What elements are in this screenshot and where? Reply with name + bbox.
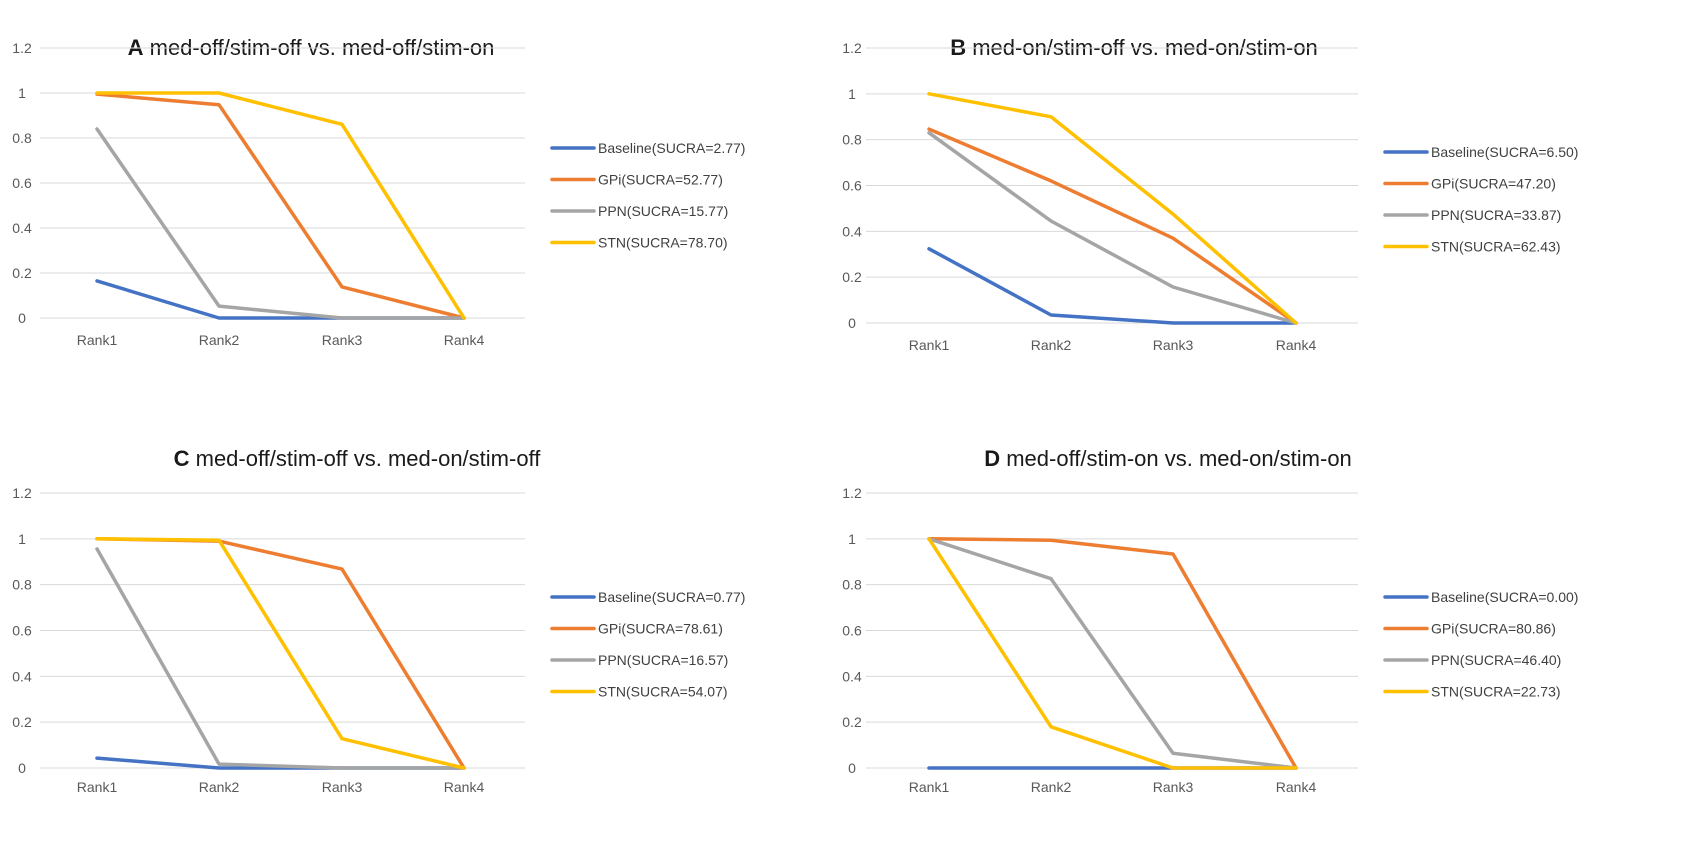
y-tick-label: 1.2 (12, 40, 32, 56)
legend-label: STN(SUCRA=62.43) (1431, 239, 1561, 255)
y-tick-label: 0.6 (842, 623, 862, 639)
y-tick-label: 1 (848, 86, 856, 102)
x-tick-label: Rank4 (1276, 779, 1317, 795)
panel-title: C med-off/stim-off vs. med-on/stim-off (174, 446, 542, 471)
y-tick-label: 0.6 (12, 623, 32, 639)
legend-label: GPi(SUCRA=78.61) (598, 621, 723, 637)
panel-letter: D (984, 446, 1000, 471)
y-tick-label: 1.2 (12, 485, 32, 501)
panel-title-text: med-off/stim-on vs. med-on/stim-on (1000, 446, 1352, 471)
x-tick-label: Rank1 (909, 337, 950, 353)
panel-letter: C (174, 446, 190, 471)
x-tick-label: Rank2 (1031, 337, 1072, 353)
y-tick-label: 0.8 (12, 130, 32, 146)
panel-title-text: med-off/stim-off vs. med-on/stim-off (190, 446, 542, 471)
legend-label: Baseline(SUCRA=2.77) (598, 140, 745, 156)
legend-label: Baseline(SUCRA=0.77) (598, 589, 745, 605)
panel-c: C med-off/stim-off vs. med-on/stim-off 0 0… (12, 446, 745, 795)
series-line-ppn (927, 131, 1298, 325)
y-tick-label: 0.6 (12, 175, 32, 191)
y-tick-label: 1.2 (842, 40, 862, 56)
x-tick-label: Rank1 (77, 779, 118, 795)
y-tick-label: 0.4 (842, 668, 862, 684)
legend-label: STN(SUCRA=54.07) (598, 684, 728, 700)
legend-label: Baseline(SUCRA=0.00) (1431, 589, 1578, 605)
x-tick-label: Rank1 (909, 779, 950, 795)
series-line-ppn (95, 127, 466, 320)
y-tick-label: 0.2 (842, 714, 862, 730)
x-tick-label: Rank4 (444, 779, 485, 795)
y-tick-label: 1 (848, 531, 856, 547)
y-tick-label: 0.8 (12, 577, 32, 593)
legend-label: GPi(SUCRA=80.86) (1431, 621, 1556, 637)
x-tick-label: Rank2 (199, 779, 240, 795)
y-tick-label: 0.8 (842, 577, 862, 593)
series-line-gpi (95, 92, 466, 320)
y-tick-label: 0 (18, 760, 26, 776)
legend-label: PPN(SUCRA=46.40) (1431, 652, 1561, 668)
x-tick-label: Rank2 (199, 332, 240, 348)
panel-a: A med-off/stim-off vs. med-off/stim-on00… (12, 35, 745, 348)
legend-label: GPi(SUCRA=47.20) (1431, 176, 1556, 192)
legend-label: Baseline(SUCRA=6.50) (1431, 144, 1578, 160)
y-tick-label: 1 (18, 531, 26, 547)
x-tick-label: Rank3 (322, 332, 363, 348)
legend-label: PPN(SUCRA=15.77) (598, 203, 728, 219)
x-tick-label: Rank3 (1153, 337, 1194, 353)
x-tick-label: Rank4 (1276, 337, 1317, 353)
series-line-stn (95, 91, 466, 320)
series-line-stn (927, 537, 1298, 770)
x-tick-label: Rank2 (1031, 779, 1072, 795)
y-tick-label: 0.8 (842, 132, 862, 148)
y-tick-label: 0 (848, 760, 856, 776)
legend-label: PPN(SUCRA=33.87) (1431, 207, 1561, 223)
y-tick-label: 0.4 (12, 668, 32, 684)
x-tick-label: Rank4 (444, 332, 485, 348)
x-tick-label: Rank3 (322, 779, 363, 795)
series-line-ppn (95, 547, 466, 770)
x-tick-label: Rank1 (77, 332, 118, 348)
series-line-stn (927, 92, 1298, 325)
legend-label: PPN(SUCRA=16.57) (598, 652, 728, 668)
series-line-stn (95, 537, 466, 770)
legend-label: GPi(SUCRA=52.77) (598, 172, 723, 188)
series-line-baseline (927, 247, 1298, 325)
legend-label: STN(SUCRA=22.73) (1431, 684, 1561, 700)
y-tick-label: 1 (18, 85, 26, 101)
y-tick-label: 0 (848, 315, 856, 331)
panel-title: D med-off/stim-on vs. med-on/stim-on (984, 446, 1352, 471)
y-tick-label: 1.2 (842, 485, 862, 501)
series-line-gpi (95, 537, 466, 770)
panel-b: B med-on/stim-off vs. med-on/stim-on00.2… (842, 35, 1578, 353)
y-tick-label: 0.2 (12, 265, 32, 281)
series-line-ppn (927, 537, 1298, 770)
x-tick-label: Rank3 (1153, 779, 1194, 795)
y-tick-label: 0.2 (842, 269, 862, 285)
y-tick-label: 0.4 (842, 223, 862, 239)
series-line-gpi (927, 537, 1298, 770)
y-tick-label: 0.6 (842, 178, 862, 194)
y-tick-label: 0.2 (12, 714, 32, 730)
y-tick-label: 0.4 (12, 220, 32, 236)
y-tick-label: 0 (18, 310, 26, 326)
series-line-gpi (927, 127, 1298, 325)
panel-d: D med-off/stim-on vs. med-on/stim-on 0 0.2… (842, 446, 1578, 795)
legend-label: STN(SUCRA=78.70) (598, 235, 728, 251)
